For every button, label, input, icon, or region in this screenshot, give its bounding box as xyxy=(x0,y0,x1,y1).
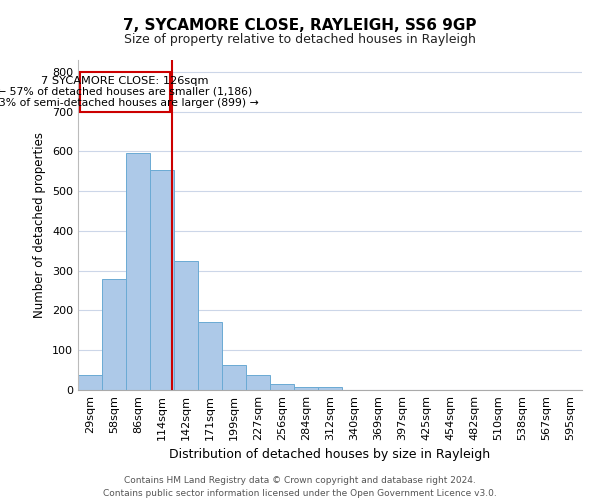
Text: 7, SYCAMORE CLOSE, RAYLEIGH, SS6 9GP: 7, SYCAMORE CLOSE, RAYLEIGH, SS6 9GP xyxy=(123,18,477,32)
Y-axis label: Number of detached properties: Number of detached properties xyxy=(34,132,46,318)
Bar xyxy=(222,365,246,390)
Bar xyxy=(102,280,126,390)
Bar xyxy=(294,387,318,390)
Bar xyxy=(246,375,270,390)
Text: Size of property relative to detached houses in Rayleigh: Size of property relative to detached ho… xyxy=(124,32,476,46)
Text: 7 SYCAMORE CLOSE: 126sqm: 7 SYCAMORE CLOSE: 126sqm xyxy=(41,76,209,86)
Bar xyxy=(270,384,294,390)
Bar xyxy=(318,387,342,390)
Text: ← 57% of detached houses are smaller (1,186): ← 57% of detached houses are smaller (1,… xyxy=(0,87,253,97)
Bar xyxy=(150,170,174,390)
Bar xyxy=(174,261,198,390)
X-axis label: Distribution of detached houses by size in Rayleigh: Distribution of detached houses by size … xyxy=(169,448,491,462)
Bar xyxy=(198,322,222,390)
Text: Contains HM Land Registry data © Crown copyright and database right 2024.
Contai: Contains HM Land Registry data © Crown c… xyxy=(103,476,497,498)
FancyBboxPatch shape xyxy=(80,72,170,112)
Bar xyxy=(126,154,150,390)
Bar xyxy=(78,375,102,390)
Text: 43% of semi-detached houses are larger (899) →: 43% of semi-detached houses are larger (… xyxy=(0,98,259,108)
